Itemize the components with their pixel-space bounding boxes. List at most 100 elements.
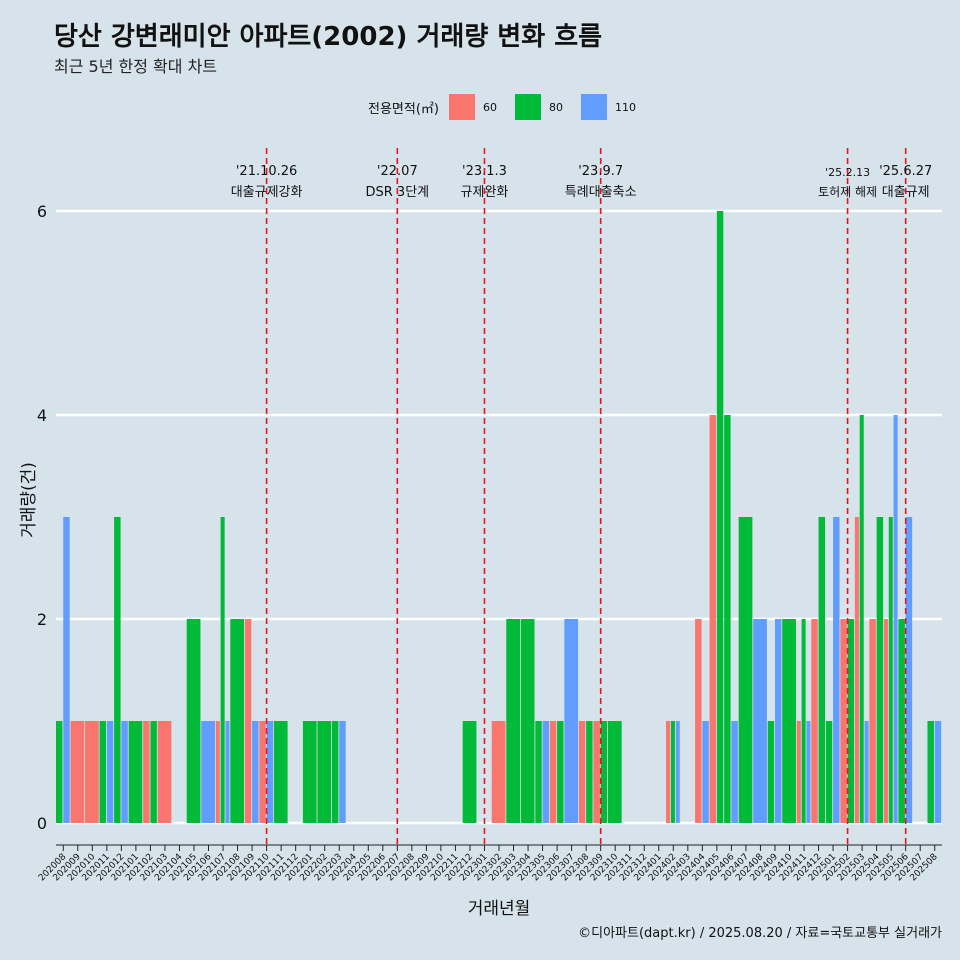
bar-60-202010 bbox=[85, 721, 99, 823]
legend-item-110: 110 bbox=[580, 94, 650, 120]
bar-110-202011 bbox=[106, 721, 114, 823]
event-date-202309: '23.9.7 bbox=[578, 164, 623, 179]
y-axis-title: 거래량(건) bbox=[19, 462, 39, 538]
bar-80-202105 bbox=[186, 619, 201, 823]
bar-60-202411 bbox=[796, 721, 801, 823]
legend-label-60: 60 bbox=[482, 100, 497, 114]
event-date-202506: '25.6.27 bbox=[879, 164, 932, 179]
event-label-202309: 특례대출축소 bbox=[565, 185, 637, 200]
bar-80-202202 bbox=[317, 721, 332, 823]
bar-80-202011 bbox=[99, 721, 107, 823]
legend-swatch-60 bbox=[448, 94, 475, 120]
bar-80-202101 bbox=[128, 721, 143, 823]
bar-80-202305 bbox=[535, 721, 542, 823]
bar-80-202504 bbox=[876, 517, 884, 823]
bar-110-202404 bbox=[702, 721, 709, 823]
y-tick-label: 0 bbox=[37, 814, 47, 833]
bar-80-202107 bbox=[220, 517, 225, 823]
bar-60-202110 bbox=[259, 721, 266, 823]
source-caption: ©디아파트(dapt.kr) / 2025.08.20 / 자료=국토교통부 실… bbox=[578, 926, 942, 941]
bar-110-202505 bbox=[893, 415, 898, 823]
bar-80-202306 bbox=[557, 721, 564, 823]
legend-swatch-80 bbox=[514, 94, 541, 120]
bar-80-202402 bbox=[670, 721, 675, 823]
bar-110-202106 bbox=[201, 721, 215, 823]
bar-80-202411 bbox=[801, 619, 806, 823]
bar-80-202012 bbox=[114, 517, 121, 823]
bar-80-202409 bbox=[767, 721, 775, 823]
chart-subtitle: 최근 5년 한정 확대 차트 bbox=[54, 57, 218, 76]
y-tick-label: 2 bbox=[37, 610, 47, 629]
bar-60-202412 bbox=[811, 619, 818, 823]
bar-60-202505 bbox=[883, 619, 888, 823]
bar-80-202501 bbox=[825, 721, 833, 823]
bar-80-202506 bbox=[898, 619, 905, 823]
event-date-202301: '23.1.3 bbox=[462, 164, 507, 179]
legend: 전용면적(㎡) 60 80 110 bbox=[368, 93, 650, 121]
bar-110-202402 bbox=[675, 721, 680, 823]
legend-item-60: 60 bbox=[448, 94, 511, 120]
bar-80-202212 bbox=[462, 721, 477, 823]
bar-110-202008 bbox=[63, 517, 70, 823]
legend-label-110: 110 bbox=[614, 100, 636, 114]
bar-80-202503 bbox=[859, 415, 864, 823]
bar-110-202506 bbox=[905, 517, 913, 823]
bar-60-202309 bbox=[593, 721, 600, 823]
event-label-202502: 토허제 해제 bbox=[818, 185, 877, 199]
bar-80-202201 bbox=[302, 721, 317, 823]
bar-60-202308 bbox=[578, 721, 586, 823]
legend-item-80: 80 bbox=[514, 94, 577, 120]
bar-80-202412 bbox=[818, 517, 825, 823]
bar-80-202309 bbox=[600, 721, 608, 823]
bar-60-202402 bbox=[666, 721, 671, 823]
bar-60-202502 bbox=[840, 619, 847, 823]
bar-60-202504 bbox=[869, 619, 876, 823]
bar-80-202303 bbox=[506, 619, 520, 823]
bar-110-202203 bbox=[339, 721, 346, 823]
bar-110-202501 bbox=[833, 517, 840, 823]
bar-80-202310 bbox=[607, 721, 622, 823]
bar-60-202404 bbox=[695, 619, 702, 823]
event-label-202207: DSR 3단계 bbox=[366, 185, 430, 200]
bar-60-202103 bbox=[157, 721, 172, 823]
legend-swatch-110 bbox=[580, 94, 607, 120]
bar-110-202110 bbox=[266, 721, 274, 823]
bar-110-202307 bbox=[564, 619, 579, 823]
bar-110-202305 bbox=[542, 721, 550, 823]
bar-60-202102 bbox=[143, 721, 150, 823]
bar-80-202508 bbox=[927, 721, 934, 823]
bar-80-202406 bbox=[724, 415, 731, 823]
bar-80-202502 bbox=[847, 619, 855, 823]
bar-60-202009 bbox=[70, 721, 85, 823]
bar-60-202302 bbox=[491, 721, 506, 823]
bar-60-202405 bbox=[709, 415, 717, 823]
bar-110-202012 bbox=[121, 721, 128, 823]
bar-110-202408 bbox=[753, 619, 767, 823]
bar-110-202406 bbox=[731, 721, 738, 823]
bar-80-202505 bbox=[888, 517, 893, 823]
bar-60-202306 bbox=[549, 721, 557, 823]
bar-60-202107 bbox=[215, 721, 220, 823]
bar-80-202111 bbox=[273, 721, 288, 823]
bar-110-202109 bbox=[252, 721, 259, 823]
bar-60-202503 bbox=[854, 517, 859, 823]
bar-110-202107 bbox=[225, 721, 230, 823]
legend-title: 전용면적(㎡) bbox=[368, 101, 439, 117]
y-tick-label: 6 bbox=[37, 202, 47, 221]
event-date-202207: '22.07 bbox=[377, 164, 418, 179]
event-label-202301: 규제완화 bbox=[461, 185, 509, 200]
bar-80-202203 bbox=[331, 721, 339, 823]
y-tick-label: 4 bbox=[37, 406, 47, 425]
event-date-202502: '25.2.13 bbox=[825, 166, 870, 179]
x-axis-title: 거래년월 bbox=[468, 899, 531, 919]
legend-label-80: 80 bbox=[548, 100, 563, 114]
bar-80-202102 bbox=[150, 721, 157, 823]
bar-80-202108 bbox=[230, 619, 245, 823]
bar-80-202407 bbox=[738, 517, 753, 823]
bar-80-202410 bbox=[782, 619, 796, 823]
bar-110-202508 bbox=[934, 721, 942, 823]
event-label-202506: 대출규제 bbox=[882, 185, 930, 200]
bar-60-202109 bbox=[244, 619, 252, 823]
chart-title: 당산 강변래미안 아파트(2002) 거래량 변화 흐름 bbox=[54, 22, 603, 52]
bar-80-202008 bbox=[56, 721, 63, 823]
